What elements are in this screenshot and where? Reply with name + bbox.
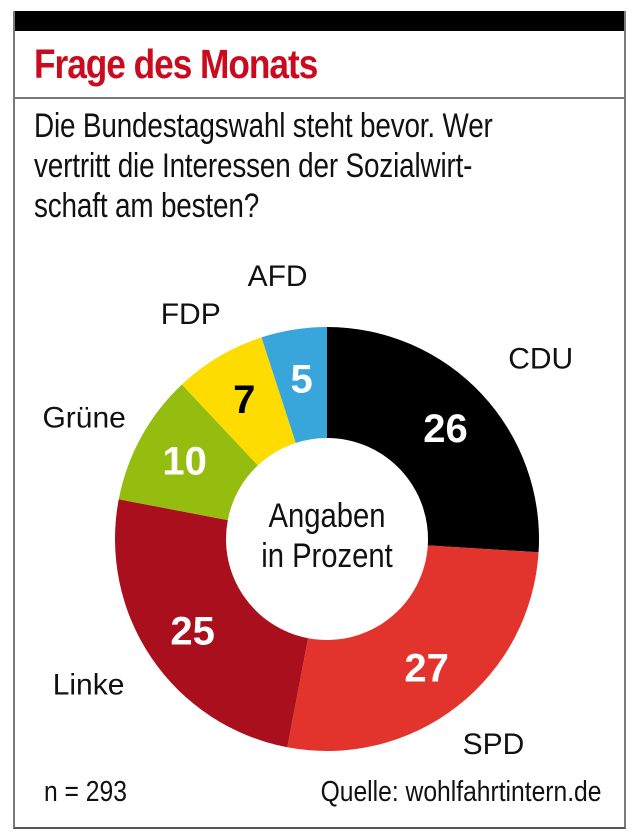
value-label-cdu: 26 — [423, 407, 468, 451]
name-label-spd: SPD — [463, 728, 525, 761]
slice-fdp — [181, 337, 296, 466]
sample-size: n = 293 — [44, 776, 127, 808]
value-label-linke: 25 — [170, 609, 215, 653]
question-line: schaft am besten? — [34, 187, 260, 225]
slice-value-labels: 26 27 25 10 7 5 — [162, 358, 467, 691]
slice-cdu — [327, 327, 540, 553]
name-label-cdu: CDU — [508, 342, 573, 375]
top-black-bar — [13, 11, 626, 31]
name-label-afd: AFD — [248, 260, 308, 293]
name-label-fdp: FDP — [161, 298, 221, 331]
slice-spd — [287, 545, 539, 751]
center-label-line-2: in Prozent — [261, 536, 393, 575]
center-label-line-1: Angaben — [269, 496, 386, 535]
value-label-afd: 5 — [290, 358, 312, 402]
question-line: Die Bundestagswahl steht bevor. Wer — [34, 107, 493, 145]
infographic-frame — [13, 11, 626, 829]
value-label-spd: 27 — [404, 646, 449, 690]
name-label-linke: Linke — [53, 669, 125, 702]
title-divider — [13, 97, 626, 99]
name-label-gr-ne: Grüne — [42, 402, 125, 435]
source-credit: Quelle: wohlfahrtintern.de — [320, 776, 601, 808]
value-label-gr-ne: 10 — [162, 440, 207, 484]
page-title: Frage des Monats — [34, 41, 318, 87]
donut-slices — [115, 327, 540, 751]
slice-gr-ne — [118, 384, 258, 521]
slice-afd — [261, 327, 327, 443]
question-text: Die Bundestagswahl steht bevor. Wer vert… — [34, 106, 608, 226]
question-line: vertritt die Interessen der Sozialwirt- — [34, 147, 473, 185]
slice-linke — [115, 499, 309, 748]
value-label-fdp: 7 — [233, 378, 255, 422]
slice-name-labels: CDU SPD Linke Grüne FDP AFD — [42, 260, 573, 761]
